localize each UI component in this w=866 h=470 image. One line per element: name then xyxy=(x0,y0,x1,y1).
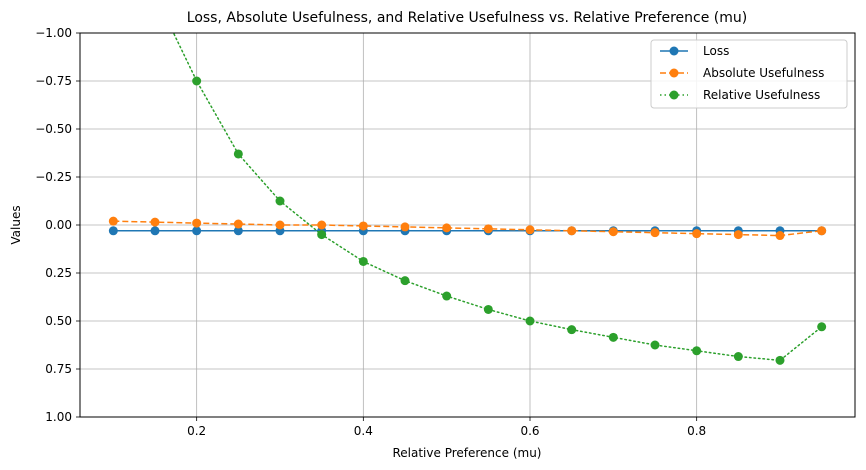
y-tick-label: 0.00 xyxy=(45,218,72,232)
y-tick-label: −0.25 xyxy=(35,170,72,184)
y-tick-label: −0.50 xyxy=(35,122,72,136)
data-point xyxy=(567,325,577,335)
legend-entry: Absolute Usefulness xyxy=(660,66,824,80)
y-tick-label: −0.75 xyxy=(35,74,72,88)
x-tick-label: 0.4 xyxy=(354,424,373,438)
x-axis-title: Relative Preference (mu) xyxy=(392,446,541,460)
data-point xyxy=(192,226,202,236)
legend-label: Relative Usefulness xyxy=(703,88,820,102)
data-point xyxy=(317,230,327,240)
data-point xyxy=(233,226,243,236)
data-point xyxy=(358,256,368,266)
data-point xyxy=(442,291,452,301)
legend-label: Absolute Usefulness xyxy=(703,66,824,80)
y-tick-label: 0.25 xyxy=(45,266,72,280)
data-point xyxy=(775,355,785,365)
data-point xyxy=(775,231,785,241)
data-point xyxy=(400,276,410,286)
y-tick-label: 0.75 xyxy=(45,362,72,376)
data-point xyxy=(608,227,618,237)
data-point xyxy=(817,226,827,236)
series-line xyxy=(172,33,823,362)
data-point xyxy=(650,228,660,238)
data-point xyxy=(275,196,285,206)
series-layer xyxy=(108,33,827,365)
x-tick-label: 0.6 xyxy=(520,424,539,438)
data-point xyxy=(483,304,493,314)
legend-marker xyxy=(669,68,679,78)
data-point xyxy=(192,218,202,228)
data-point xyxy=(192,76,202,86)
x-tick-label: 0.2 xyxy=(187,424,206,438)
data-point xyxy=(108,226,118,236)
data-point xyxy=(733,230,743,240)
legend-entry: Relative Usefulness xyxy=(660,88,820,102)
chart-title: Loss, Absolute Usefulness, and Relative … xyxy=(187,10,747,26)
data-point xyxy=(275,220,285,230)
x-axis: 0.2 0.4 0.6 0.8 xyxy=(187,417,706,438)
series-absolute-usefulness xyxy=(108,216,827,241)
legend-label: Loss xyxy=(703,44,729,58)
y-tick-label: 1.00 xyxy=(45,410,72,424)
y-axis: −1.00 −0.75 −0.50 −0.25 0.00 0.25 0.50 0.75 1.00 xyxy=(35,26,80,424)
data-point xyxy=(733,352,743,362)
legend-marker xyxy=(669,90,679,100)
legend-marker xyxy=(669,46,679,56)
y-axis-title: Values xyxy=(9,205,23,244)
data-point xyxy=(525,316,535,326)
grid xyxy=(80,32,855,418)
data-point xyxy=(358,221,368,231)
y-tick-label: −1.00 xyxy=(35,26,72,40)
data-point xyxy=(233,149,243,159)
legend-box xyxy=(650,39,848,109)
data-point xyxy=(150,226,160,236)
legend: Loss Absolute Usefulness Relative Usefulne… xyxy=(650,39,848,109)
data-point xyxy=(567,226,577,236)
data-point xyxy=(233,219,243,229)
data-point xyxy=(483,224,493,234)
data-point xyxy=(442,223,452,233)
series-line xyxy=(113,220,822,237)
data-point xyxy=(317,220,327,230)
series-relative-usefulness xyxy=(172,33,827,365)
x-tick-label: 0.8 xyxy=(687,424,706,438)
data-point xyxy=(608,332,618,342)
data-point xyxy=(692,229,702,239)
data-point xyxy=(525,225,535,235)
data-point xyxy=(150,217,160,227)
data-point xyxy=(817,322,827,332)
data-point xyxy=(400,222,410,232)
y-tick-label: 0.50 xyxy=(45,314,72,328)
data-point xyxy=(692,346,702,356)
data-point xyxy=(650,340,660,350)
legend-entry: Loss xyxy=(660,44,729,58)
data-point xyxy=(108,216,118,226)
